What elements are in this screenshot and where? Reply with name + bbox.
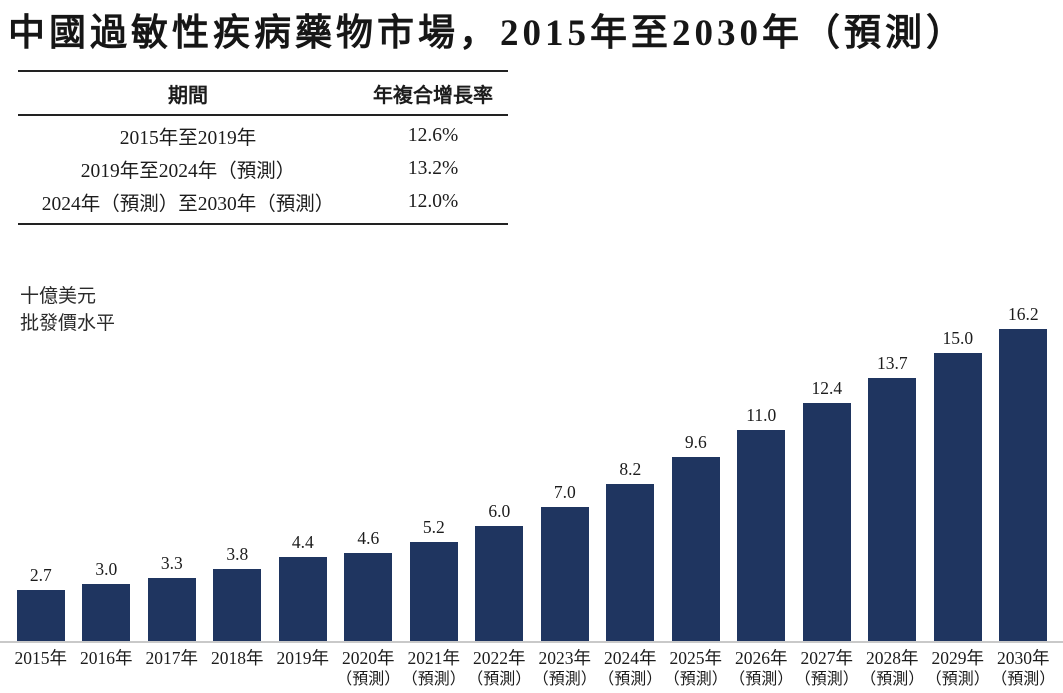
table-row: 2019年至2024年（預測） 13.2% <box>18 152 508 185</box>
bar <box>278 557 327 642</box>
bar <box>409 541 458 642</box>
x-axis-label: 2019年 <box>276 648 330 668</box>
x-axis-label: 2026年 （預測） <box>729 648 794 688</box>
bar-column: 3.8 <box>205 544 271 642</box>
bar <box>737 429 786 642</box>
table-rule-mid <box>18 114 508 116</box>
bar-column: 3.3 <box>139 553 205 642</box>
x-axis-line <box>0 641 1063 643</box>
bar <box>802 402 851 642</box>
bar-value-label: 11.0 <box>746 404 777 425</box>
bar-value-label: 6.0 <box>488 501 511 522</box>
bar-column: 9.6 <box>663 432 729 642</box>
bar-column: 3.0 <box>74 559 140 642</box>
bar-column: 11.0 <box>729 405 795 642</box>
x-axis-label: 2027年 （預測） <box>794 648 859 688</box>
bar-column: 8.2 <box>598 459 664 642</box>
bar-value-label: 12.4 <box>811 377 843 398</box>
bar-value-label: 4.6 <box>357 528 380 549</box>
bar <box>16 589 65 642</box>
bar-column: 5.2 <box>401 517 467 642</box>
x-axis-label: 2021年 （預測） <box>401 648 466 688</box>
bar-column: 4.4 <box>270 532 336 642</box>
x-axis-label: 2029年 （預測） <box>925 648 990 688</box>
bar <box>999 329 1048 642</box>
bar-column: 13.7 <box>860 353 926 642</box>
bar-value-label: 7.0 <box>553 481 576 502</box>
bar <box>540 506 589 642</box>
bar-value-label: 9.6 <box>684 431 707 452</box>
table-header-row: 期間 年複合增長率 <box>18 72 508 114</box>
bar-value-label: 8.2 <box>619 458 642 479</box>
bar-value-label: 2.7 <box>29 564 52 585</box>
unit-note-line1: 十億美元 <box>20 286 97 307</box>
table-cell-cagr: 12.0% <box>407 190 459 212</box>
table-cell-cagr: 12.6% <box>407 124 459 146</box>
bar <box>671 456 720 642</box>
bar-column: 2.7 <box>8 565 74 642</box>
x-axis-label: 2020年 （預測） <box>336 648 401 688</box>
table-rule-top <box>18 70 508 72</box>
bar-value-label: 4.4 <box>291 532 314 553</box>
table-cell-period: 2024年（預測）至2030年（預測） <box>41 194 335 215</box>
bar <box>475 526 524 642</box>
bar-column: 4.6 <box>336 528 402 642</box>
bar-value-label: 3.8 <box>226 543 249 564</box>
bar-value-label: 5.2 <box>422 516 445 537</box>
x-axis-label: 2028年 （預測） <box>860 648 925 688</box>
bar <box>933 352 982 642</box>
table-cell-cagr: 13.2% <box>407 157 459 179</box>
x-axis-label: 2030年 （預測） <box>991 648 1056 688</box>
x-axis-labels: 2015年 2016年 2017年 2018年 2019年 2020年 （預測） 2021年（… <box>8 648 1056 690</box>
table-cell-period: 2019年至2024年（預測） <box>80 161 296 182</box>
bar <box>213 568 262 642</box>
x-axis-label: 2022年 （預測） <box>467 648 532 688</box>
bar-column: 12.4 <box>794 378 860 642</box>
bar-value-label: 3.3 <box>160 553 183 574</box>
x-axis-label: 2017年 <box>145 648 199 668</box>
bar <box>82 584 131 642</box>
x-axis-label: 2025年 （預測） <box>663 648 728 688</box>
bar <box>868 377 917 642</box>
table-row: 2015年至2019年 12.6% <box>18 119 508 152</box>
bar-value-label: 3.0 <box>95 559 118 580</box>
bar <box>147 578 196 642</box>
cagr-table: 期間 年複合增長率 2015年至2019年 12.6% 2019年至2024年（… <box>18 70 508 225</box>
table-row: 2024年（預測）至2030年（預測） 12.0% <box>18 185 508 218</box>
bar-column: 15.0 <box>925 327 991 642</box>
bar <box>606 483 655 642</box>
bar-column: 16.2 <box>991 304 1057 642</box>
x-axis-label: 2018年 <box>211 648 264 668</box>
bar-column: 7.0 <box>532 482 598 642</box>
bar-plot: 2.7 3.0 3.3 3.8 4.4 4.6 5.2 6.0 7.0 8.2 9.6 11.0 12.… <box>8 304 1056 642</box>
table-rule-bottom <box>18 223 508 225</box>
table-cell-period: 2015年至2019年 <box>119 128 257 149</box>
bar-column: 6.0 <box>467 501 533 642</box>
unit-note: 十億美元 批發價水平 <box>20 283 115 337</box>
x-axis-label: 2024年 （預測） <box>598 648 663 688</box>
table-body: 2015年至2019年 12.6% 2019年至2024年（預測） 13.2% … <box>18 116 508 223</box>
bar-value-label: 16.2 <box>1007 304 1039 325</box>
bar-value-label: 15.0 <box>942 327 974 348</box>
table-header-period: 期間 <box>168 84 208 107</box>
chart-title: 中國過敏性疾病藥物市場，2015年至2030年（預測） <box>8 13 967 54</box>
bar <box>344 553 393 642</box>
table-header-cagr: 年複合增長率 <box>373 84 493 107</box>
x-axis-label: 2015年 <box>14 648 68 668</box>
bar-value-label: 13.7 <box>876 352 908 373</box>
x-axis-label: 2023年 （預測） <box>532 648 597 688</box>
x-axis-label: 2016年 <box>80 648 133 668</box>
unit-note-line2: 批發價水平 <box>20 313 116 334</box>
